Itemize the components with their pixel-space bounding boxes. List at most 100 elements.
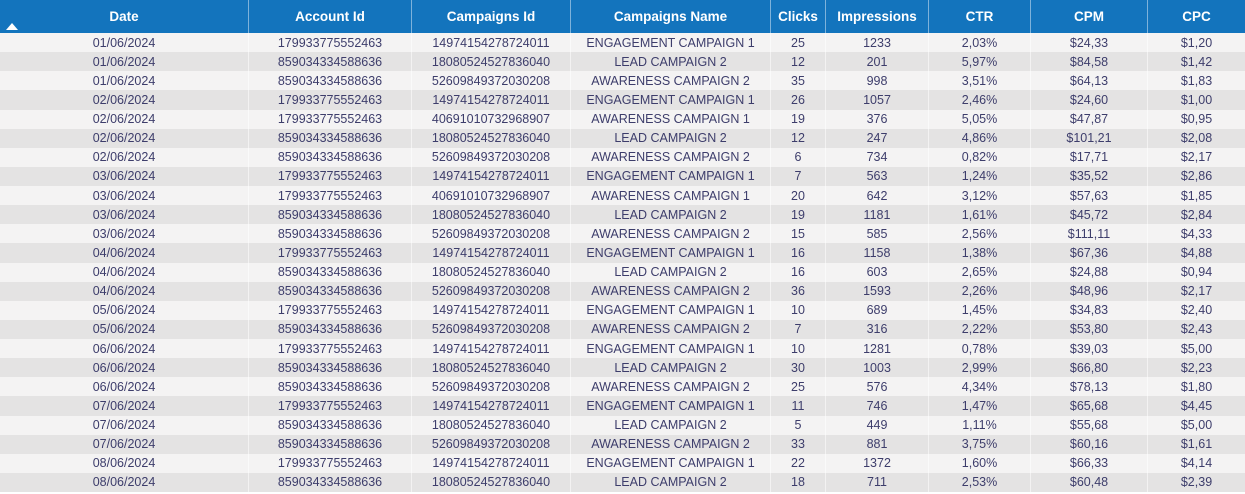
table-cell: $2,86	[1147, 166, 1245, 186]
table-row[interactable]: 07/06/2024 859034334588636 180805245278360…	[0, 415, 1245, 435]
table-cell: 36	[770, 281, 825, 301]
table-cell: 14974154278724011	[411, 33, 570, 53]
table-row[interactable]: 04/06/2024 859034334588636 180805245278360…	[0, 262, 1245, 282]
column-header-date[interactable]: Date	[0, 0, 248, 33]
table-row[interactable]: 08/06/2024 859034334588636 180805245278360…	[0, 472, 1245, 492]
table-cell: $1,20	[1147, 33, 1245, 53]
table-row[interactable]: 03/06/2024 179933775552463 406910107329689…	[0, 186, 1245, 206]
table-cell: $1,00	[1147, 90, 1245, 110]
table-row[interactable]: 08/06/2024 179933775552463 149741542787240…	[0, 453, 1245, 473]
table-cell: 859034334588636	[248, 52, 411, 72]
table-body: 01/06/2024 179933775552463 149741542787240…	[0, 33, 1245, 492]
table-cell: 15	[770, 224, 825, 244]
table-cell: 376	[825, 109, 928, 129]
table-cell: 247	[825, 128, 928, 148]
table-row[interactable]: 02/06/2024 859034334588636 526098493720302…	[0, 147, 1245, 167]
table-cell: 05/06/2024	[92, 322, 156, 337]
table-cell: 18080524527836040	[411, 415, 570, 435]
table-cell: 10	[770, 339, 825, 359]
table-cell: 603	[825, 262, 928, 282]
table-cell: 14974154278724011	[411, 90, 570, 110]
table-cell: 12	[770, 128, 825, 148]
table-row[interactable]: 03/06/2024 859034334588636 526098493720302…	[0, 224, 1245, 244]
table-cell: 14974154278724011	[411, 300, 570, 320]
table-cell: 859034334588636	[248, 472, 411, 492]
table-cell: ENGAGEMENT CAMPAIGN 1	[570, 243, 770, 263]
table-cell: LEAD CAMPAIGN 2	[570, 472, 770, 492]
table-cell: 7	[770, 166, 825, 186]
table-cell: 179933775552463	[248, 396, 411, 416]
table-cell: 998	[825, 71, 928, 91]
table-row[interactable]: 06/06/2024 179933775552463 149741542787240…	[0, 339, 1245, 359]
table-cell: 1,11%	[928, 415, 1030, 435]
table-cell: 2,53%	[928, 472, 1030, 492]
table-cell: 14974154278724011	[411, 243, 570, 263]
table-cell: 02/06/2024	[92, 112, 156, 127]
table-cell: 18080524527836040	[411, 205, 570, 225]
table-row[interactable]: 06/06/2024 859034334588636 180805245278360…	[0, 358, 1245, 378]
table-row[interactable]: 03/06/2024 859034334588636 180805245278360…	[0, 205, 1245, 225]
column-header-ctr[interactable]: CTR	[928, 0, 1030, 33]
table-cell: 02/06/2024	[92, 92, 156, 107]
table-cell: $66,80	[1030, 358, 1147, 378]
table-cell: 25	[770, 377, 825, 397]
table-cell: 25	[770, 33, 825, 53]
table-cell: 06/06/2024	[92, 360, 156, 375]
column-header-campaigns-name[interactable]: Campaigns Name	[570, 0, 770, 33]
table-row[interactable]: 01/06/2024 859034334588636 180805245278360…	[0, 52, 1245, 72]
table-row[interactable]: 04/06/2024 179933775552463 149741542787240…	[0, 243, 1245, 263]
column-header-cpm[interactable]: CPM	[1030, 0, 1147, 33]
table-row[interactable]: 05/06/2024 859034334588636 526098493720302…	[0, 319, 1245, 339]
table-cell: AWARENESS CAMPAIGN 2	[570, 377, 770, 397]
table-cell: 3,51%	[928, 71, 1030, 91]
table-row[interactable]: 06/06/2024 859034334588636 526098493720302…	[0, 377, 1245, 397]
table-cell: $24,60	[1030, 90, 1147, 110]
table-cell: 10	[770, 300, 825, 320]
table-cell: 576	[825, 377, 928, 397]
table-cell: $111,11	[1030, 224, 1147, 244]
table-cell: 07/06/2024	[92, 398, 156, 413]
table-row[interactable]: 07/06/2024 179933775552463 149741542787240…	[0, 396, 1245, 416]
table-cell: ENGAGEMENT CAMPAIGN 1	[570, 396, 770, 416]
column-header-label: Clicks	[778, 9, 818, 24]
column-header-account-id[interactable]: Account Id	[248, 0, 411, 33]
table-cell: 5	[770, 415, 825, 435]
table-row[interactable]: 01/06/2024 859034334588636 526098493720302…	[0, 71, 1245, 91]
table-row[interactable]: 04/06/2024 859034334588636 526098493720302…	[0, 281, 1245, 301]
table-cell: $57,63	[1030, 186, 1147, 206]
table-cell: 859034334588636	[248, 319, 411, 339]
table-cell: 14974154278724011	[411, 396, 570, 416]
table-cell: 01/06/2024	[92, 73, 156, 88]
table-cell: $55,68	[1030, 415, 1147, 435]
table-row[interactable]: 03/06/2024 179933775552463 149741542787240…	[0, 166, 1245, 186]
column-header-clicks[interactable]: Clicks	[770, 0, 825, 33]
table-cell: $4,33	[1147, 224, 1245, 244]
table-row[interactable]: 02/06/2024 179933775552463 149741542787240…	[0, 90, 1245, 110]
table-cell: 52609849372030208	[411, 281, 570, 301]
table-cell: 585	[825, 224, 928, 244]
table-cell: $65,68	[1030, 396, 1147, 416]
column-header-impressions[interactable]: Impressions	[825, 0, 928, 33]
table-row[interactable]: 02/06/2024 859034334588636 180805245278360…	[0, 128, 1245, 148]
table-header-row: Date Account Id Campaigns Id Campaigns N…	[0, 0, 1245, 33]
table-cell: ENGAGEMENT CAMPAIGN 1	[570, 300, 770, 320]
table-row[interactable]: 01/06/2024 179933775552463 149741542787240…	[0, 33, 1245, 53]
table-row[interactable]: 02/06/2024 179933775552463 406910107329689…	[0, 109, 1245, 129]
column-header-cpc[interactable]: CPC	[1147, 0, 1245, 33]
table-cell: 179933775552463	[248, 453, 411, 473]
table-row[interactable]: 07/06/2024 859034334588636 526098493720302…	[0, 434, 1245, 454]
table-cell: 859034334588636	[248, 415, 411, 435]
table-row[interactable]: 05/06/2024 179933775552463 149741542787240…	[0, 300, 1245, 320]
table-cell: 04/06/2024	[92, 265, 156, 280]
table-cell: 859034334588636	[248, 205, 411, 225]
table-cell: ENGAGEMENT CAMPAIGN 1	[570, 453, 770, 473]
table-cell: 18080524527836040	[411, 128, 570, 148]
table-cell: ENGAGEMENT CAMPAIGN 1	[570, 166, 770, 186]
table-cell: 03/06/2024	[92, 188, 156, 203]
table-cell: 26	[770, 90, 825, 110]
column-header-campaigns-id[interactable]: Campaigns Id	[411, 0, 570, 33]
table-cell: AWARENESS CAMPAIGN 2	[570, 71, 770, 91]
table-cell: 02/06/2024	[92, 150, 156, 165]
table-cell: 859034334588636	[248, 224, 411, 244]
table-cell: 04/06/2024	[92, 245, 156, 260]
